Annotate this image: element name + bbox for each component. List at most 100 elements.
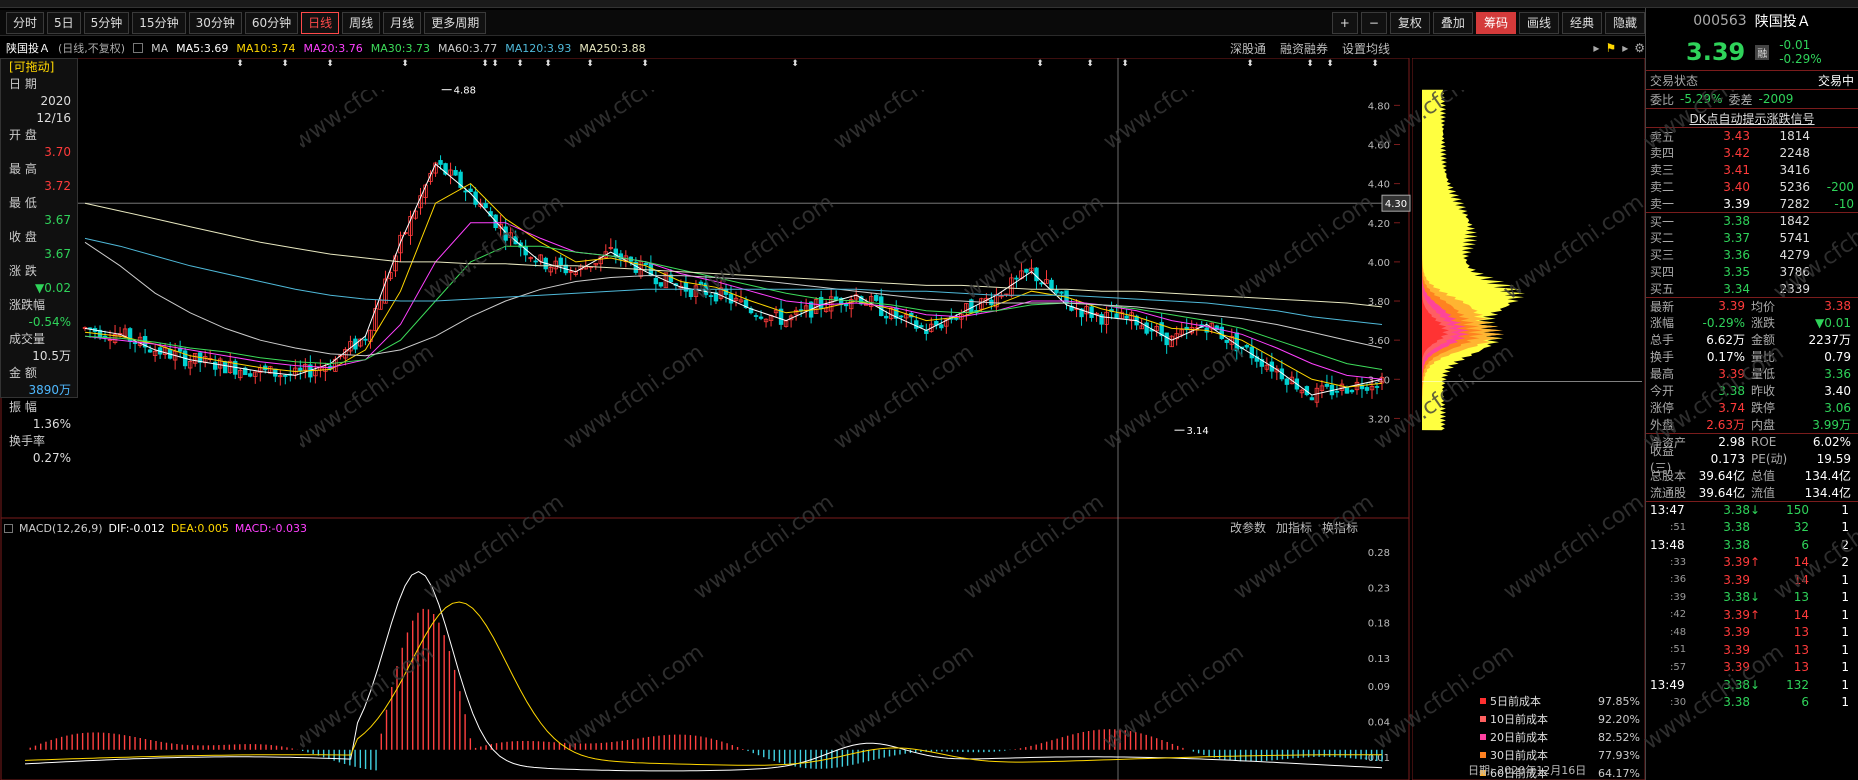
period-tab-0[interactable]: 分时 bbox=[6, 11, 45, 34]
tick-price: 3.38 bbox=[1723, 537, 1750, 552]
candle-body bbox=[107, 339, 113, 342]
tick-vol: 14 bbox=[1793, 555, 1809, 570]
event-marker: ⬍ bbox=[326, 59, 334, 69]
chip-legend-name: 60日前成本 bbox=[1490, 767, 1548, 780]
macd-link-1[interactable]: 加指标 bbox=[1276, 521, 1313, 535]
tick-arrow: ↓ bbox=[1750, 590, 1761, 605]
stat-label2: 均价 bbox=[1751, 299, 1776, 314]
tick-time: 13:47 bbox=[1650, 503, 1685, 518]
tick-time: 13:48 bbox=[1650, 537, 1685, 552]
period-tab-3[interactable]: 15分钟 bbox=[132, 11, 186, 34]
play-icon[interactable]: ▸ bbox=[1593, 41, 1600, 55]
candle-body bbox=[1284, 378, 1290, 385]
stat-label: 总股本 bbox=[1650, 469, 1687, 483]
candle-body bbox=[1039, 282, 1044, 285]
drag-label[interactable]: [可拖动] bbox=[9, 60, 55, 74]
toolbar-btn-5[interactable]: 画线 bbox=[1518, 11, 1559, 34]
kline-chart[interactable]: 4.80 4.60 4.40 4.20 4.00 3.80 3.60 3.40 3.20 4.30… bbox=[0, 58, 1412, 518]
chip-swatch bbox=[1480, 716, 1486, 722]
info-open: 3.70 bbox=[44, 145, 71, 159]
candle-body bbox=[132, 342, 138, 344]
candle-body bbox=[1214, 325, 1219, 331]
stat-label2: 量比 bbox=[1751, 350, 1776, 364]
macd-dea: DEA:0.005 bbox=[170, 521, 229, 535]
tick-count: 1 bbox=[1841, 520, 1849, 535]
candle-body bbox=[753, 315, 759, 317]
prev-icon[interactable]: ▸ bbox=[1622, 41, 1629, 55]
toolbar-btn-1[interactable]: − bbox=[1360, 11, 1387, 34]
candle-body bbox=[1114, 313, 1119, 319]
chip-legend-row-0: 5日前成本 97.85% bbox=[1480, 692, 1640, 710]
sell-label: 卖三 bbox=[1650, 163, 1675, 177]
candle-body bbox=[1264, 364, 1270, 370]
stat-value: 3.38 bbox=[1718, 383, 1745, 398]
candle-body bbox=[969, 299, 974, 314]
macd-chart[interactable]: 0.280.230.180.130.090.04-0.01 bbox=[0, 518, 1412, 780]
stat-value2: 0.79 bbox=[1824, 349, 1851, 364]
stat-label: 流通股 bbox=[1650, 486, 1687, 500]
period-tab-9[interactable]: 更多周期 bbox=[424, 11, 487, 34]
buy-row-1: 买二 3.37 5741 bbox=[1646, 229, 1858, 246]
tag-margin: 融 bbox=[1755, 44, 1770, 60]
candle-body bbox=[283, 375, 288, 377]
ma-link-0[interactable]: 深股通 bbox=[1230, 41, 1267, 56]
bar-info-panel: [可拖动] 日 期 2020 12/16 开 盘 3.70 最 高 3.72 最 低 3.67 收 … bbox=[0, 58, 78, 465]
tick-row-5: :39 3.38 ↓ 13 1 bbox=[1646, 589, 1858, 607]
ma-settings-icon[interactable] bbox=[133, 43, 144, 53]
buy-price: 3.38 bbox=[1723, 214, 1750, 228]
macd-close-icon[interactable] bbox=[4, 523, 13, 533]
event-marker: ⬍ bbox=[1371, 59, 1379, 69]
toolbar-btn-2[interactable]: 复权 bbox=[1389, 11, 1430, 34]
buy-vol: 4279 bbox=[1779, 247, 1810, 262]
period-tab-8[interactable]: 月线 bbox=[383, 11, 422, 34]
candle-body bbox=[1159, 322, 1164, 337]
stat-row-0: 最新 3.39 均价 3.38 bbox=[1646, 297, 1858, 314]
period-tab-7[interactable]: 周线 bbox=[342, 11, 381, 34]
tick-count: 2 bbox=[1841, 537, 1849, 552]
sell-row-3: 卖二 3.40 5236 -200 bbox=[1646, 178, 1858, 195]
wb-wc_l: 委差 bbox=[1728, 92, 1753, 107]
stat-value2: 3.36 bbox=[1824, 366, 1851, 381]
toolbar-btn-0[interactable]: + bbox=[1331, 11, 1358, 34]
candle-body bbox=[1224, 339, 1229, 343]
stat-label: 最高 bbox=[1650, 367, 1675, 381]
chip-swatch bbox=[1480, 698, 1486, 704]
period-tab-2[interactable]: 5分钟 bbox=[83, 11, 130, 34]
period-tab-4[interactable]: 30分钟 bbox=[188, 11, 242, 34]
macd-link-2[interactable]: 换指标 bbox=[1322, 521, 1359, 535]
toolbar-btn-3[interactable]: 叠加 bbox=[1432, 11, 1473, 34]
flag-icon[interactable]: ⚑ bbox=[1605, 41, 1617, 55]
sell-vol: 5236 bbox=[1779, 179, 1810, 194]
candle-body bbox=[1344, 387, 1350, 394]
info-vol_label: 成交量 bbox=[9, 332, 46, 346]
candle-body bbox=[738, 299, 744, 303]
period-tab-6[interactable]: 日线 bbox=[301, 11, 340, 34]
status-value: 交易中 bbox=[1817, 73, 1854, 88]
ma-link-2[interactable]: 设置均线 bbox=[1342, 41, 1391, 56]
macd-link-0[interactable]: 改参数 bbox=[1230, 521, 1267, 535]
candle-body bbox=[463, 190, 468, 193]
candle-body bbox=[438, 160, 443, 165]
last-price: 3.39 bbox=[1686, 38, 1746, 66]
chip-swatch bbox=[1480, 734, 1486, 740]
toolbar-btn-4[interactable]: 筹码 bbox=[1475, 11, 1516, 34]
tick-time: :48 bbox=[1670, 626, 1687, 638]
toolbar-btn-7[interactable]: 隐藏 bbox=[1604, 11, 1645, 34]
chip-legend-row-3: 30日前成本 77.93% bbox=[1480, 746, 1640, 764]
stat-label2: 金额 bbox=[1751, 333, 1776, 347]
tick-time: :33 bbox=[1670, 556, 1687, 568]
chip-legend-name: 5日前成本 bbox=[1490, 695, 1541, 708]
ma-link-1[interactable]: 融资融券 bbox=[1280, 41, 1329, 56]
dk-banner[interactable]: DK点自动提示涨跌信号 bbox=[1646, 108, 1858, 127]
candle-body bbox=[999, 295, 1004, 298]
event-marker: ⬍ bbox=[516, 59, 524, 69]
period-tab-1[interactable]: 5日 bbox=[47, 11, 81, 34]
ma-line-MA60 bbox=[84, 241, 1383, 357]
toolbar-btn-6[interactable]: 经典 bbox=[1561, 11, 1602, 34]
wb-row: 委比 -5.29% 委差 -2009 bbox=[1646, 89, 1858, 108]
chip-layer-5 bbox=[1422, 89, 1449, 431]
period-tab-5[interactable]: 60分钟 bbox=[244, 11, 299, 34]
stat-label: 净资产 bbox=[1650, 435, 1687, 450]
candle-body bbox=[904, 314, 909, 319]
gear-icon[interactable]: ⚙ bbox=[1634, 41, 1645, 55]
